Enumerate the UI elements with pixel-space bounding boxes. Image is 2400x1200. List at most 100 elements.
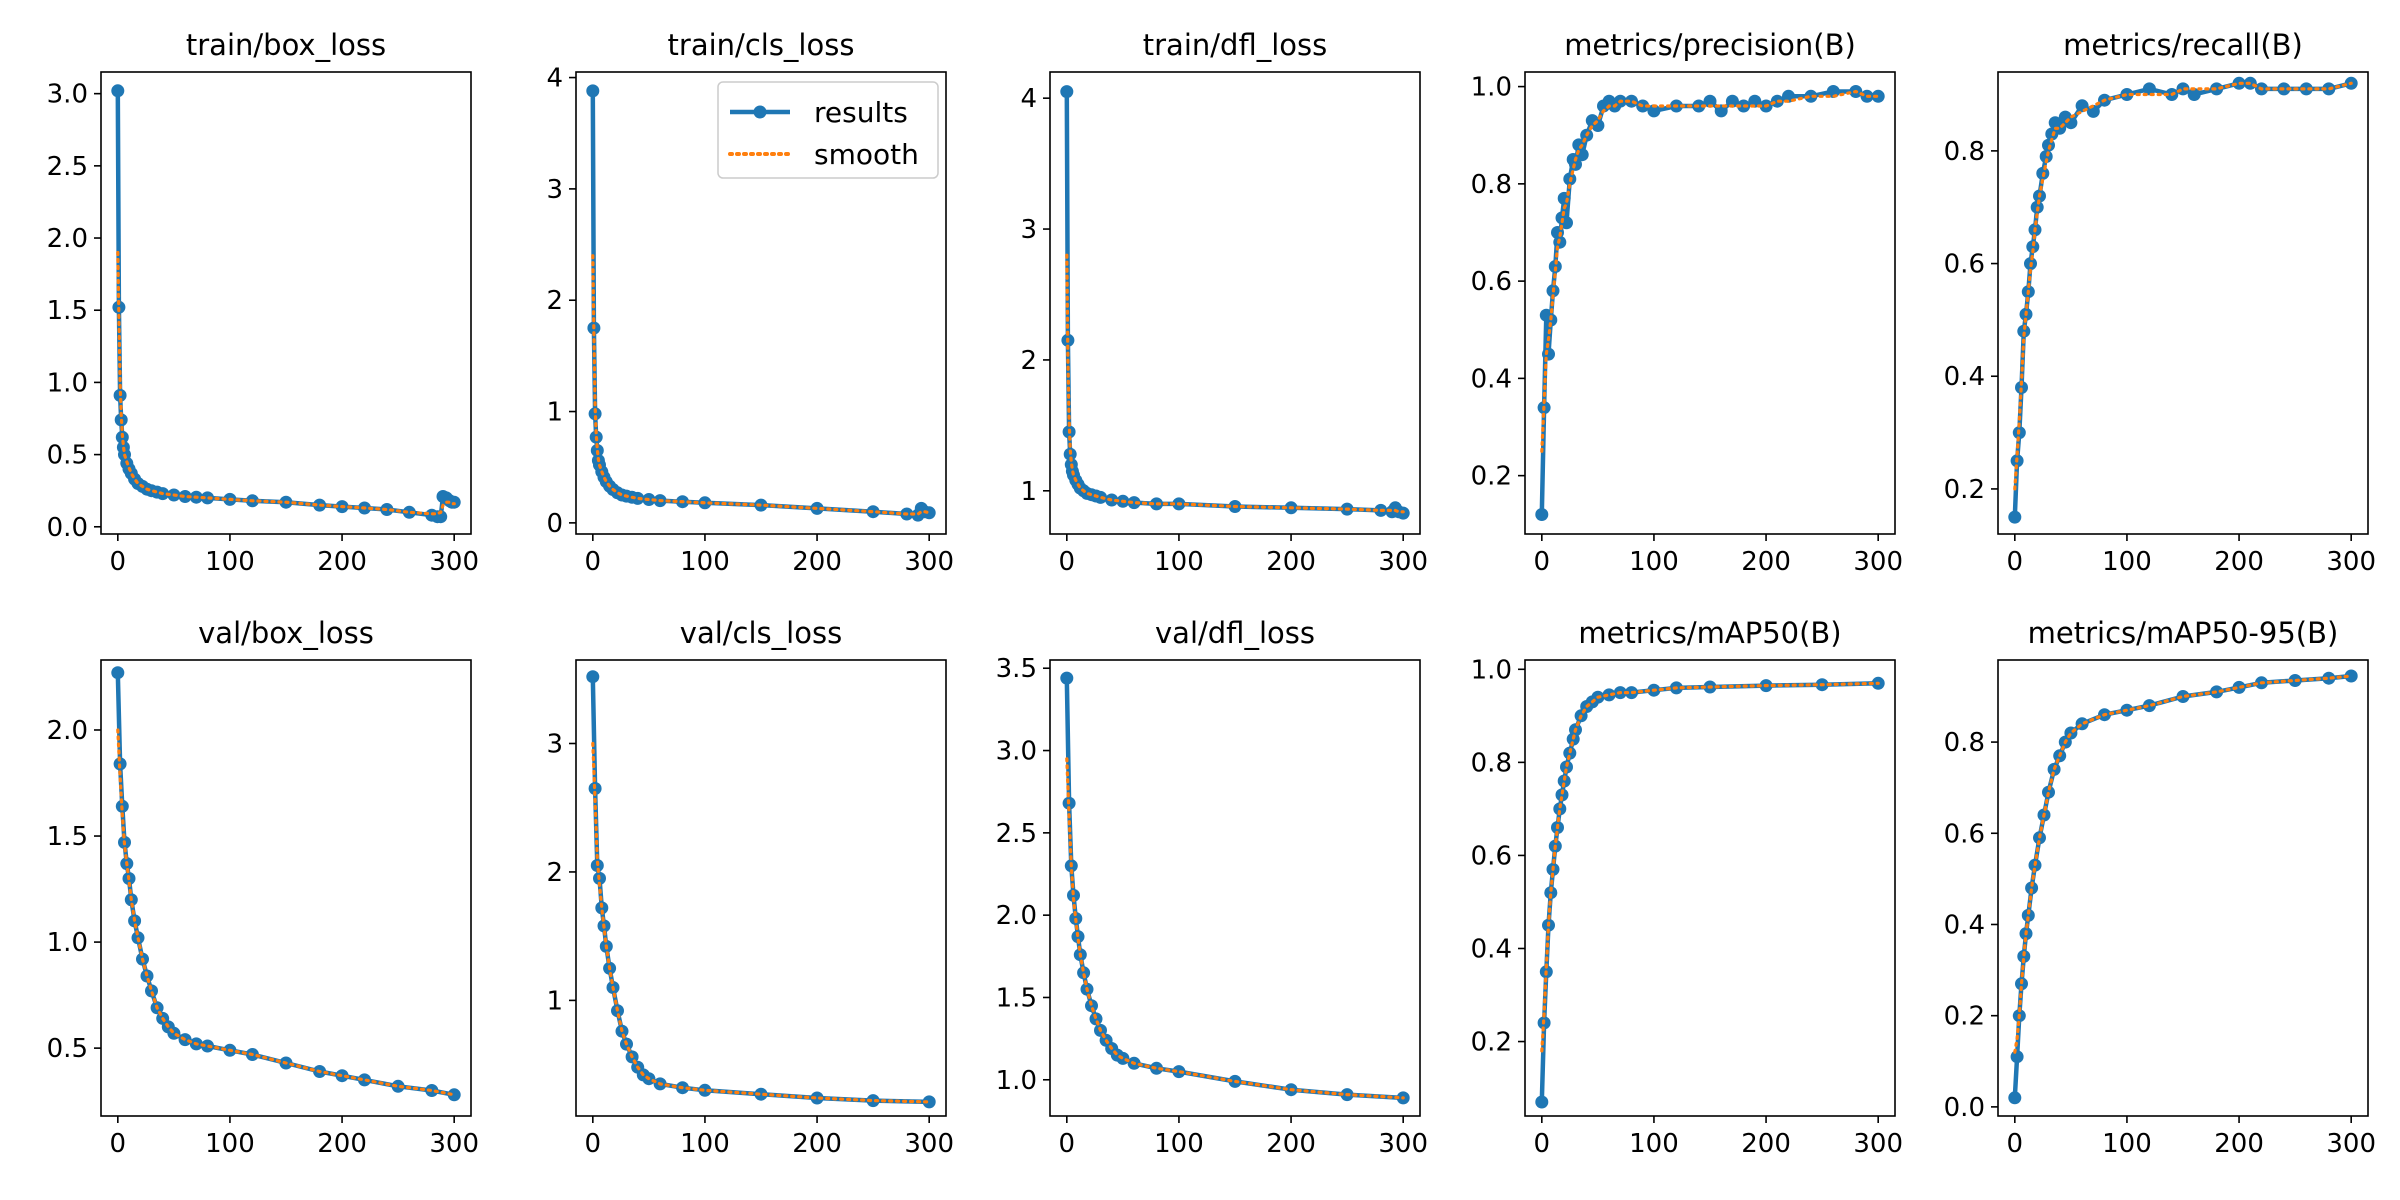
panel-title: metrics/mAP50-95(B) <box>2028 616 2339 650</box>
x-tick-label: 200 <box>317 547 367 577</box>
y-tick-label: 0 <box>546 509 563 539</box>
results-point <box>1703 94 1717 108</box>
results-point <box>2187 88 2201 101</box>
results-point <box>2176 690 2190 703</box>
y-tick-label: 2 <box>1020 346 1037 376</box>
y-tick-label: 3.0 <box>996 737 1037 767</box>
results-point <box>595 901 609 915</box>
results-point <box>1572 138 1586 152</box>
results-point <box>2064 726 2078 740</box>
y-tick-label: 1.5 <box>47 296 88 326</box>
y-tick-label: 2.0 <box>996 901 1037 931</box>
series-results-line <box>1064 678 1404 1101</box>
x-tick-label: 100 <box>205 547 255 577</box>
x-tick-label: 300 <box>429 547 479 577</box>
y-tick-label: 2.5 <box>47 152 88 182</box>
results-point <box>2322 671 2336 685</box>
y-tick-label: 0.2 <box>1471 1028 1512 1058</box>
y-tick-label: 0.6 <box>1944 819 1985 849</box>
y-tick-label: 1 <box>546 398 563 428</box>
y-tick-label: 2 <box>546 858 563 888</box>
series-smooth-line <box>591 741 931 1104</box>
results-point <box>391 1079 405 1093</box>
series-results-line <box>1539 89 1879 515</box>
plot-frame <box>575 71 947 535</box>
x-tick-label: 300 <box>1378 1129 1428 1159</box>
x-tick-label: 0 <box>1059 547 1076 577</box>
results-point <box>2010 1050 2024 1064</box>
results-point <box>145 984 158 998</box>
plot-frame <box>1049 659 1421 1117</box>
x-tick-label: 300 <box>1853 1129 1903 1159</box>
y-tick-label: 1.5 <box>996 983 1037 1013</box>
results-point <box>1555 788 1569 802</box>
panel-title: metrics/precision(B) <box>1564 28 1856 62</box>
results-point <box>1150 1061 1163 1075</box>
panel-title: metrics/mAP50(B) <box>1578 616 1841 650</box>
plot-frame <box>1997 659 2369 1117</box>
results-point <box>2015 381 2028 394</box>
x-tick-label: 200 <box>2214 1129 2264 1159</box>
results-point <box>2142 82 2156 96</box>
x-tick-label: 300 <box>2326 1129 2376 1159</box>
results-point <box>2008 1091 2022 1105</box>
results-point <box>810 1091 824 1105</box>
results-point <box>111 666 125 680</box>
results-point <box>1060 671 1074 685</box>
results-point <box>178 490 192 503</box>
y-tick-label: 1.0 <box>1471 655 1512 685</box>
y-tick-label: 4 <box>1020 84 1037 114</box>
x-tick-label: 100 <box>1629 1129 1679 1159</box>
series-results-line <box>1539 681 1879 1103</box>
panel-title: val/cls_loss <box>680 616 842 650</box>
y-tick-label: 4 <box>546 64 563 94</box>
y-tick-label: 0.2 <box>1944 1002 1985 1032</box>
x-tick-label: 300 <box>429 1129 479 1159</box>
results-point <box>1725 94 1739 108</box>
results-point <box>2026 240 2040 254</box>
x-tick-label: 0 <box>1059 1129 1076 1159</box>
plot-frame <box>1997 71 2369 535</box>
chart-panel: metrics/precision(B) 0 100 200 300 0.2 0.4 0.6 0… <box>1471 28 1903 577</box>
results-point <box>1560 760 1573 774</box>
plot-frame <box>1524 659 1896 1117</box>
results-point <box>1060 85 1074 99</box>
results-point <box>1714 104 1728 118</box>
results-point <box>1871 89 1885 103</box>
results-point <box>402 505 416 519</box>
results-point <box>2025 881 2039 895</box>
series-smooth-line <box>1540 681 1880 1053</box>
results-point <box>1804 89 1818 103</box>
x-tick-label: 300 <box>904 547 954 577</box>
results-point <box>1172 1065 1186 1079</box>
results-point <box>2299 82 2313 96</box>
series-smooth-line <box>2013 674 2353 1054</box>
results-point <box>1553 802 1567 816</box>
y-tick-label: 1 <box>546 986 563 1016</box>
plot-frame <box>100 659 472 1117</box>
results-point <box>447 1088 461 1102</box>
y-tick-label: 1.0 <box>1471 73 1512 103</box>
y-tick-label: 0.8 <box>1944 728 1985 758</box>
x-tick-label: 0 <box>1534 547 1551 577</box>
y-tick-label: 0.0 <box>1944 1093 1985 1123</box>
results-point <box>1089 1012 1103 1026</box>
x-tick-label: 100 <box>680 1129 730 1159</box>
results-point <box>358 1073 371 1087</box>
y-tick-label: 0.8 <box>1471 170 1512 200</box>
y-tick-label: 2.5 <box>996 819 1037 849</box>
panel-title: train/box_loss <box>186 28 386 62</box>
panel-title: metrics/recall(B) <box>2063 28 2303 62</box>
y-tick-label: 0.2 <box>1944 475 1985 505</box>
results-point <box>434 510 448 524</box>
chart-panel: metrics/recall(B) 0 100 200 300 0.2 0.4 0.6 0.8 <box>1944 28 2376 577</box>
x-tick-label: 300 <box>1378 547 1428 577</box>
x-tick-label: 100 <box>1154 547 1204 577</box>
plot-frame <box>575 659 947 1117</box>
series-smooth-line <box>1065 757 1405 1100</box>
chart-panel: train/dfl_loss 0 100 200 300 1 2 3 4 <box>1020 28 1428 577</box>
y-tick-label: 0.5 <box>47 1034 88 1064</box>
results-point <box>922 1095 936 1109</box>
y-tick-label: 0.6 <box>1471 841 1512 871</box>
series-results-line <box>2012 81 2352 518</box>
